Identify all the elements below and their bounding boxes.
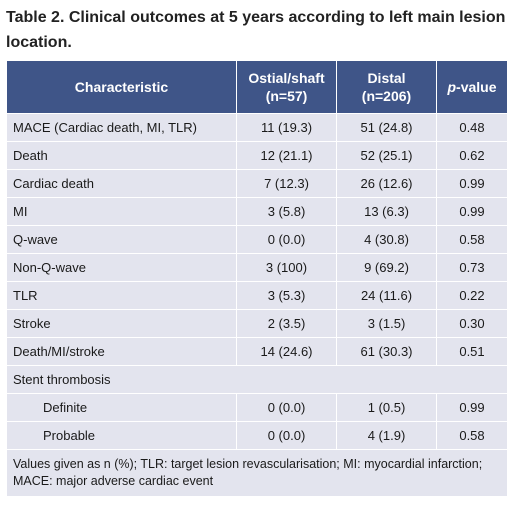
row-distal: 1 (0.5) (336, 393, 437, 422)
row-label: Non-Q-wave (6, 253, 237, 282)
row-distal: 61 (30.3) (336, 337, 437, 366)
row-distal: 26 (12.6) (336, 169, 437, 198)
row-ostial: 3 (5.3) (236, 281, 337, 310)
header-pvalue-rest: -value (456, 79, 497, 95)
table-row: MACE (Cardiac death, MI, TLR) 11 (19.3) … (6, 113, 508, 142)
row-label: MI (6, 197, 237, 226)
header-row: Characteristic Ostial/shaft (n=57) Dista… (6, 60, 508, 114)
table-row: Non-Q-wave 3 (100) 9 (69.2) 0.73 (6, 253, 508, 282)
header-ostial-n: (n=57) (265, 88, 308, 104)
table-footnote: Values given as n (%); TLR: target lesio… (6, 449, 508, 497)
row-pvalue: 0.99 (436, 393, 508, 422)
row-ostial: 12 (21.1) (236, 141, 337, 170)
table-row: Death 12 (21.1) 52 (25.1) 0.62 (6, 141, 508, 170)
row-pvalue: 0.58 (436, 225, 508, 254)
row-ostial: 14 (24.6) (236, 337, 337, 366)
stent-thrombosis-header-row: Stent thrombosis (6, 365, 508, 394)
row-label: MACE (Cardiac death, MI, TLR) (6, 113, 237, 142)
row-ostial: 3 (100) (236, 253, 337, 282)
footnote-line-1: Values given as n (%); TLR: target lesio… (13, 457, 483, 471)
row-distal: 52 (25.1) (336, 141, 437, 170)
row-ostial: 0 (0.0) (236, 393, 337, 422)
row-pvalue: 0.30 (436, 309, 508, 338)
header-pvalue-p: p (447, 79, 457, 95)
header-distal-label: Distal (367, 70, 406, 86)
table-row: Definite 0 (0.0) 1 (0.5) 0.99 (6, 393, 508, 422)
row-pvalue: 0.99 (436, 197, 508, 226)
row-pvalue: 0.48 (436, 113, 508, 142)
row-pvalue: 0.58 (436, 421, 508, 450)
row-pvalue: 0.51 (436, 337, 508, 366)
row-pvalue: 0.73 (436, 253, 508, 282)
table-row: Cardiac death 7 (12.3) 26 (12.6) 0.99 (6, 169, 508, 198)
row-distal: 51 (24.8) (336, 113, 437, 142)
footnote-line-2: MACE: major adverse cardiac event (13, 474, 214, 488)
outcomes-table: Characteristic Ostial/shaft (n=57) Dista… (6, 60, 508, 497)
row-label: Probable (6, 421, 237, 450)
table-row: TLR 3 (5.3) 24 (11.6) 0.22 (6, 281, 508, 310)
table-row: Probable 0 (0.0) 4 (1.9) 0.58 (6, 421, 508, 450)
table-row: Stroke 2 (3.5) 3 (1.5) 0.30 (6, 309, 508, 338)
header-pvalue: p-value (436, 60, 508, 114)
row-label: Death (6, 141, 237, 170)
row-ostial: 11 (19.3) (236, 113, 337, 142)
row-distal: 24 (11.6) (336, 281, 437, 310)
row-label: Stroke (6, 309, 237, 338)
row-distal: 4 (30.8) (336, 225, 437, 254)
header-distal-n: (n=206) (361, 88, 412, 104)
row-ostial: 2 (3.5) (236, 309, 337, 338)
row-ostial: 3 (5.8) (236, 197, 337, 226)
row-ostial: 0 (0.0) (236, 225, 337, 254)
row-label: Definite (6, 393, 237, 422)
row-pvalue: 0.22 (436, 281, 508, 310)
table-row: Q-wave 0 (0.0) 4 (30.8) 0.58 (6, 225, 508, 254)
row-label: TLR (6, 281, 237, 310)
table-row: MI 3 (5.8) 13 (6.3) 0.99 (6, 197, 508, 226)
row-ostial: 0 (0.0) (236, 421, 337, 450)
header-characteristic: Characteristic (6, 60, 237, 114)
row-pvalue: 0.62 (436, 141, 508, 170)
table-row: Death/MI/stroke 14 (24.6) 61 (30.3) 0.51 (6, 337, 508, 366)
table-title: Table 2. Clinical outcomes at 5 years ac… (6, 9, 506, 51)
header-ostial-label: Ostial/shaft (248, 70, 325, 86)
stent-thrombosis-label: Stent thrombosis (6, 365, 508, 394)
header-ostial-shaft: Ostial/shaft (n=57) (236, 60, 337, 114)
header-distal: Distal (n=206) (336, 60, 437, 114)
row-label: Death/MI/stroke (6, 337, 237, 366)
row-pvalue: 0.99 (436, 169, 508, 198)
row-distal: 3 (1.5) (336, 309, 437, 338)
row-distal: 9 (69.2) (336, 253, 437, 282)
row-ostial: 7 (12.3) (236, 169, 337, 198)
row-label: Q-wave (6, 225, 237, 254)
row-label: Cardiac death (6, 169, 237, 198)
row-distal: 13 (6.3) (336, 197, 437, 226)
footnote-row: Values given as n (%); TLR: target lesio… (6, 449, 508, 497)
row-distal: 4 (1.9) (336, 421, 437, 450)
